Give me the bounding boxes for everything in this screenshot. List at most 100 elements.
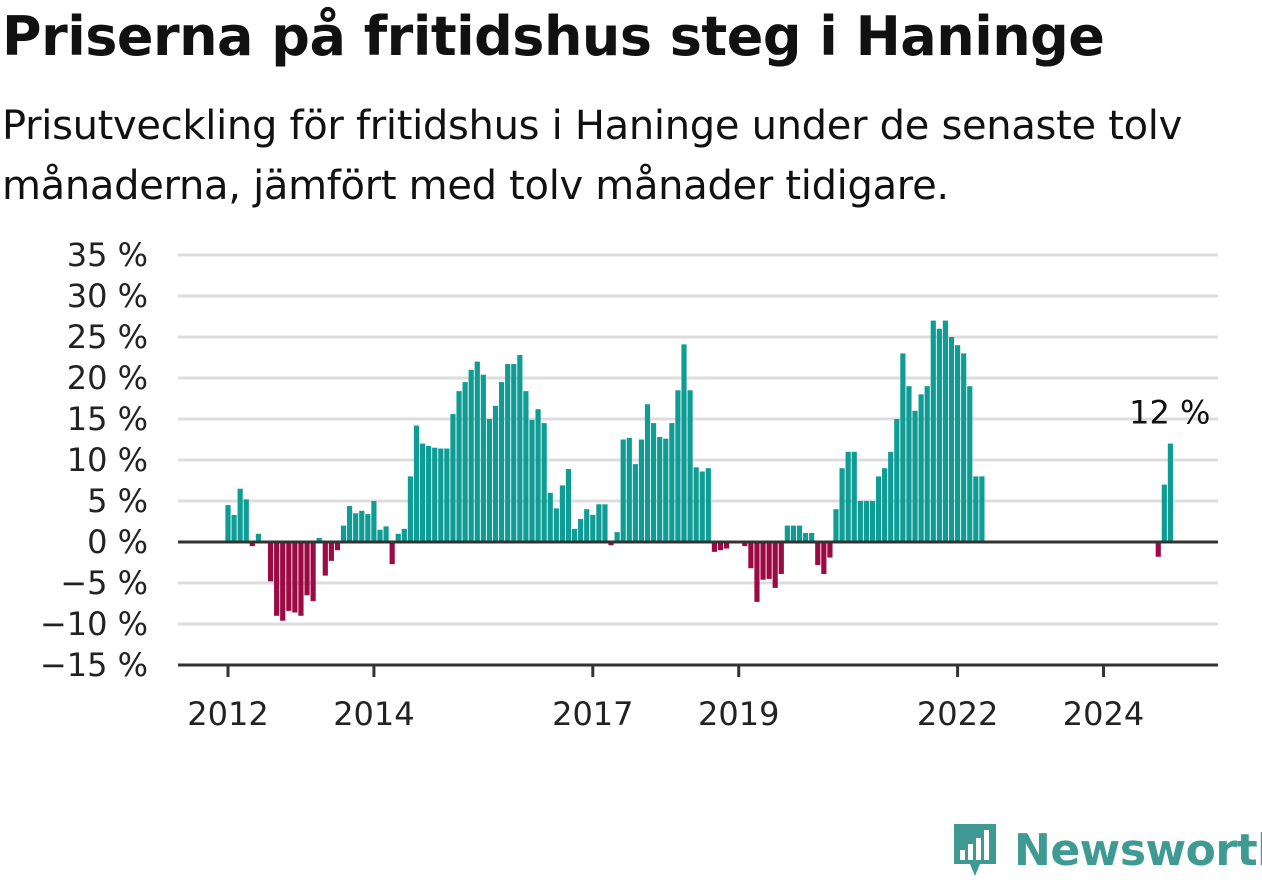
bar <box>280 542 286 621</box>
bar <box>328 542 334 561</box>
bar <box>602 504 608 542</box>
bar <box>961 353 967 542</box>
y-tick-label: 25 % <box>67 318 148 356</box>
bar <box>298 542 304 616</box>
bar <box>979 476 985 542</box>
bar <box>1161 484 1167 542</box>
bar <box>322 542 328 576</box>
bar <box>499 382 505 542</box>
y-axis-ticks: −15 %−10 %−5 %0 %5 %10 %15 %20 %25 %30 %… <box>40 236 148 684</box>
y-tick-label: 15 % <box>67 400 148 438</box>
bar <box>347 505 353 542</box>
bar <box>590 514 596 542</box>
bar <box>274 542 280 616</box>
bar <box>632 464 638 542</box>
bar <box>681 344 687 542</box>
bar <box>462 382 468 542</box>
bar <box>766 542 772 579</box>
bar <box>243 499 249 542</box>
bar <box>584 509 590 542</box>
bar <box>426 446 432 542</box>
newsworthy-logo: Newsworthy <box>950 820 1262 880</box>
bar <box>912 410 918 542</box>
bar <box>578 519 584 542</box>
x-tick-label: 2012 <box>187 695 268 733</box>
bar <box>1155 542 1161 557</box>
bar <box>742 542 748 547</box>
bar <box>705 468 711 542</box>
y-tick-label: 20 % <box>67 359 148 397</box>
bar <box>851 451 857 542</box>
newsworthy-logo-text: Newsworthy <box>1014 824 1262 876</box>
bar <box>693 467 699 542</box>
x-tick-label: 2024 <box>1063 695 1144 733</box>
x-tick-label: 2019 <box>698 695 779 733</box>
bar <box>888 451 894 542</box>
x-tick-label: 2022 <box>917 695 998 733</box>
y-tick-label: 35 % <box>67 236 148 274</box>
x-axis-ticks: 2012 2014 2017 2019 2022 2024 <box>187 665 1144 733</box>
bar <box>353 513 359 542</box>
bar <box>389 542 395 565</box>
chart-title: Priserna på fritidshus steg i Haninge <box>2 5 1105 68</box>
bar <box>237 488 243 542</box>
bar <box>918 394 924 542</box>
bar <box>401 528 407 542</box>
bar <box>292 542 298 613</box>
bar <box>480 374 486 542</box>
bar <box>875 476 882 542</box>
bar <box>340 525 347 542</box>
bar <box>809 532 815 542</box>
bar <box>468 369 474 542</box>
bar <box>942 320 949 542</box>
bar <box>651 423 657 542</box>
bar <box>304 542 310 596</box>
bar <box>723 542 730 549</box>
bar <box>857 501 863 542</box>
newsworthy-logo-icon <box>954 824 996 876</box>
bar <box>547 492 553 542</box>
bar <box>827 542 833 558</box>
gridlines <box>178 253 1218 667</box>
bar <box>1167 443 1173 542</box>
y-tick-label: 30 % <box>67 277 148 315</box>
bar <box>754 542 760 602</box>
bar <box>784 525 790 542</box>
x-tick-label: 2017 <box>552 695 633 733</box>
bar <box>657 437 663 542</box>
y-tick-label: 10 % <box>67 441 148 479</box>
bars <box>225 320 1173 621</box>
bar <box>778 542 784 574</box>
bar <box>748 542 754 569</box>
bar <box>948 337 955 542</box>
bar <box>334 542 341 551</box>
y-tick-label: 5 % <box>87 482 148 520</box>
bar <box>967 386 973 542</box>
bar <box>541 423 547 542</box>
bar <box>699 471 705 542</box>
y-tick-label: −10 % <box>40 605 148 643</box>
bar <box>711 542 717 552</box>
bar <box>821 542 827 574</box>
bar <box>790 525 797 542</box>
x-tick-label: 2014 <box>333 695 414 733</box>
bar <box>596 504 602 542</box>
bar <box>523 391 529 542</box>
bar <box>432 447 438 542</box>
bar <box>833 509 839 542</box>
bar <box>511 364 517 542</box>
bar <box>492 405 499 542</box>
bar <box>371 501 377 542</box>
bar <box>973 476 979 542</box>
bar <box>249 542 255 547</box>
bar <box>796 525 803 542</box>
bar <box>225 505 231 542</box>
bar <box>760 542 766 580</box>
y-tick-label: 0 % <box>87 523 148 561</box>
bar <box>231 514 237 542</box>
bar <box>267 542 274 582</box>
bar <box>638 439 645 542</box>
bar <box>663 438 669 542</box>
y-tick-label: −5 % <box>60 564 148 602</box>
bar-chart: −15 %−10 %−5 %0 %5 %10 %15 %20 %25 %30 %… <box>40 236 1218 733</box>
